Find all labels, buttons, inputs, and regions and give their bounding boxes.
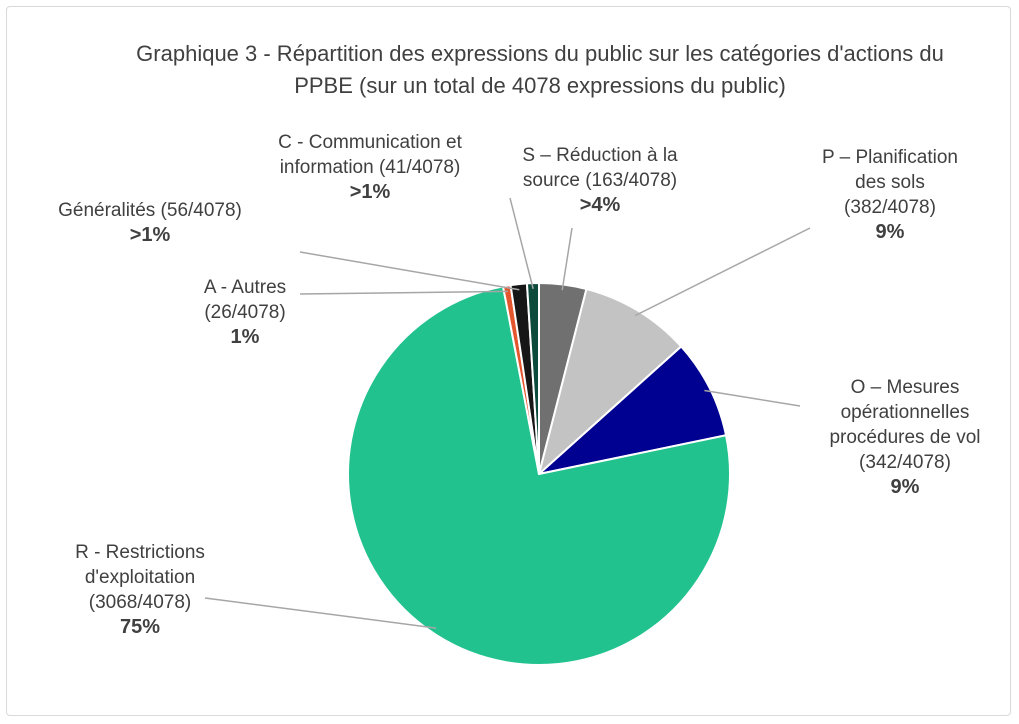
slice-label: A - Autres (26/4078) 1% — [183, 275, 308, 350]
leader-line — [204, 597, 437, 629]
value-label: (382/4078) — [844, 197, 936, 218]
leader-line — [704, 389, 801, 407]
category-label: Généralités — [58, 200, 156, 221]
pie-slice — [537, 287, 683, 477]
percent-label: 1% — [230, 326, 260, 348]
pie-slice — [347, 285, 731, 666]
percent-label: 9% — [875, 221, 905, 243]
slice-label: R - Restrictions d'exploitation (3068/40… — [53, 540, 228, 640]
leader-line — [299, 251, 520, 291]
chart-title: Graphique 3 - Répartition des expression… — [136, 41, 944, 98]
chart-frame — [6, 6, 1011, 716]
percent-label: 75% — [119, 616, 161, 638]
category-label: O – Mesures opérationnelles procédures d… — [829, 377, 981, 448]
value-label: (26/4078) — [204, 302, 286, 323]
pie-slice — [535, 345, 728, 476]
category-label: R - Restrictions d'exploitation — [75, 542, 205, 588]
leader-line — [509, 197, 534, 290]
slice-label: Généralités (56/4078) >1% — [20, 198, 280, 248]
percent-label: >1% — [129, 224, 171, 246]
percent-label: >1% — [349, 181, 391, 203]
slice-label: C - Communication et information (41/407… — [245, 130, 495, 205]
value-label: (41/4078) — [378, 157, 461, 178]
category-label: S – Réduction à la source — [522, 145, 678, 191]
slice-label: S – Réduction à la source (163/4078) >4% — [508, 143, 693, 218]
percent-label: 9% — [890, 476, 920, 498]
category-label: P – Planification des sols — [822, 147, 958, 193]
leader-line — [561, 227, 573, 291]
category-label: A - Autres — [203, 277, 287, 298]
percent-label: >4% — [579, 194, 621, 216]
leader-line — [634, 227, 811, 317]
value-label: (3068/4078) — [88, 592, 192, 613]
category-label: C - Communication et information — [278, 132, 462, 178]
value-label: (163/4078) — [585, 170, 678, 191]
value-label: (56/4078) — [160, 200, 242, 221]
value-label: (342/4078) — [859, 452, 951, 473]
leader-line — [299, 290, 508, 295]
slice-label: P – Planification des sols (382/4078) 9% — [810, 145, 970, 245]
slice-label: O – Mesures opérationnelles procédures d… — [816, 375, 994, 500]
pie-slice — [525, 281, 540, 475]
